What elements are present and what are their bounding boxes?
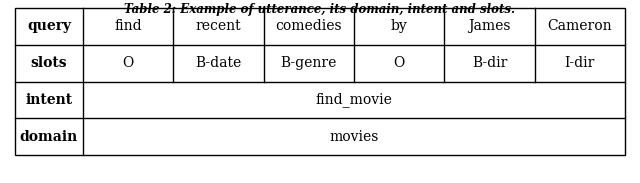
Text: B-date: B-date — [195, 56, 242, 70]
Text: intent: intent — [26, 93, 72, 107]
Text: B-genre: B-genre — [281, 56, 337, 70]
Text: recent: recent — [196, 19, 241, 33]
Text: James: James — [468, 19, 511, 33]
Text: find: find — [115, 19, 142, 33]
Bar — [15, 8, 625, 155]
Text: O: O — [394, 56, 404, 70]
Text: B-dir: B-dir — [472, 56, 507, 70]
Text: I-dir: I-dir — [564, 56, 595, 70]
Text: slots: slots — [31, 56, 67, 70]
Text: Table 2: Example of utterance, its domain, intent and slots.: Table 2: Example of utterance, its domai… — [124, 3, 516, 16]
Text: movies: movies — [330, 130, 379, 144]
Text: O: O — [122, 56, 134, 70]
Text: by: by — [391, 19, 408, 33]
Text: Cameron: Cameron — [548, 19, 612, 33]
Text: query: query — [27, 19, 71, 33]
Text: domain: domain — [20, 130, 78, 144]
Text: find_movie: find_movie — [316, 92, 392, 107]
Text: comedies: comedies — [276, 19, 342, 33]
